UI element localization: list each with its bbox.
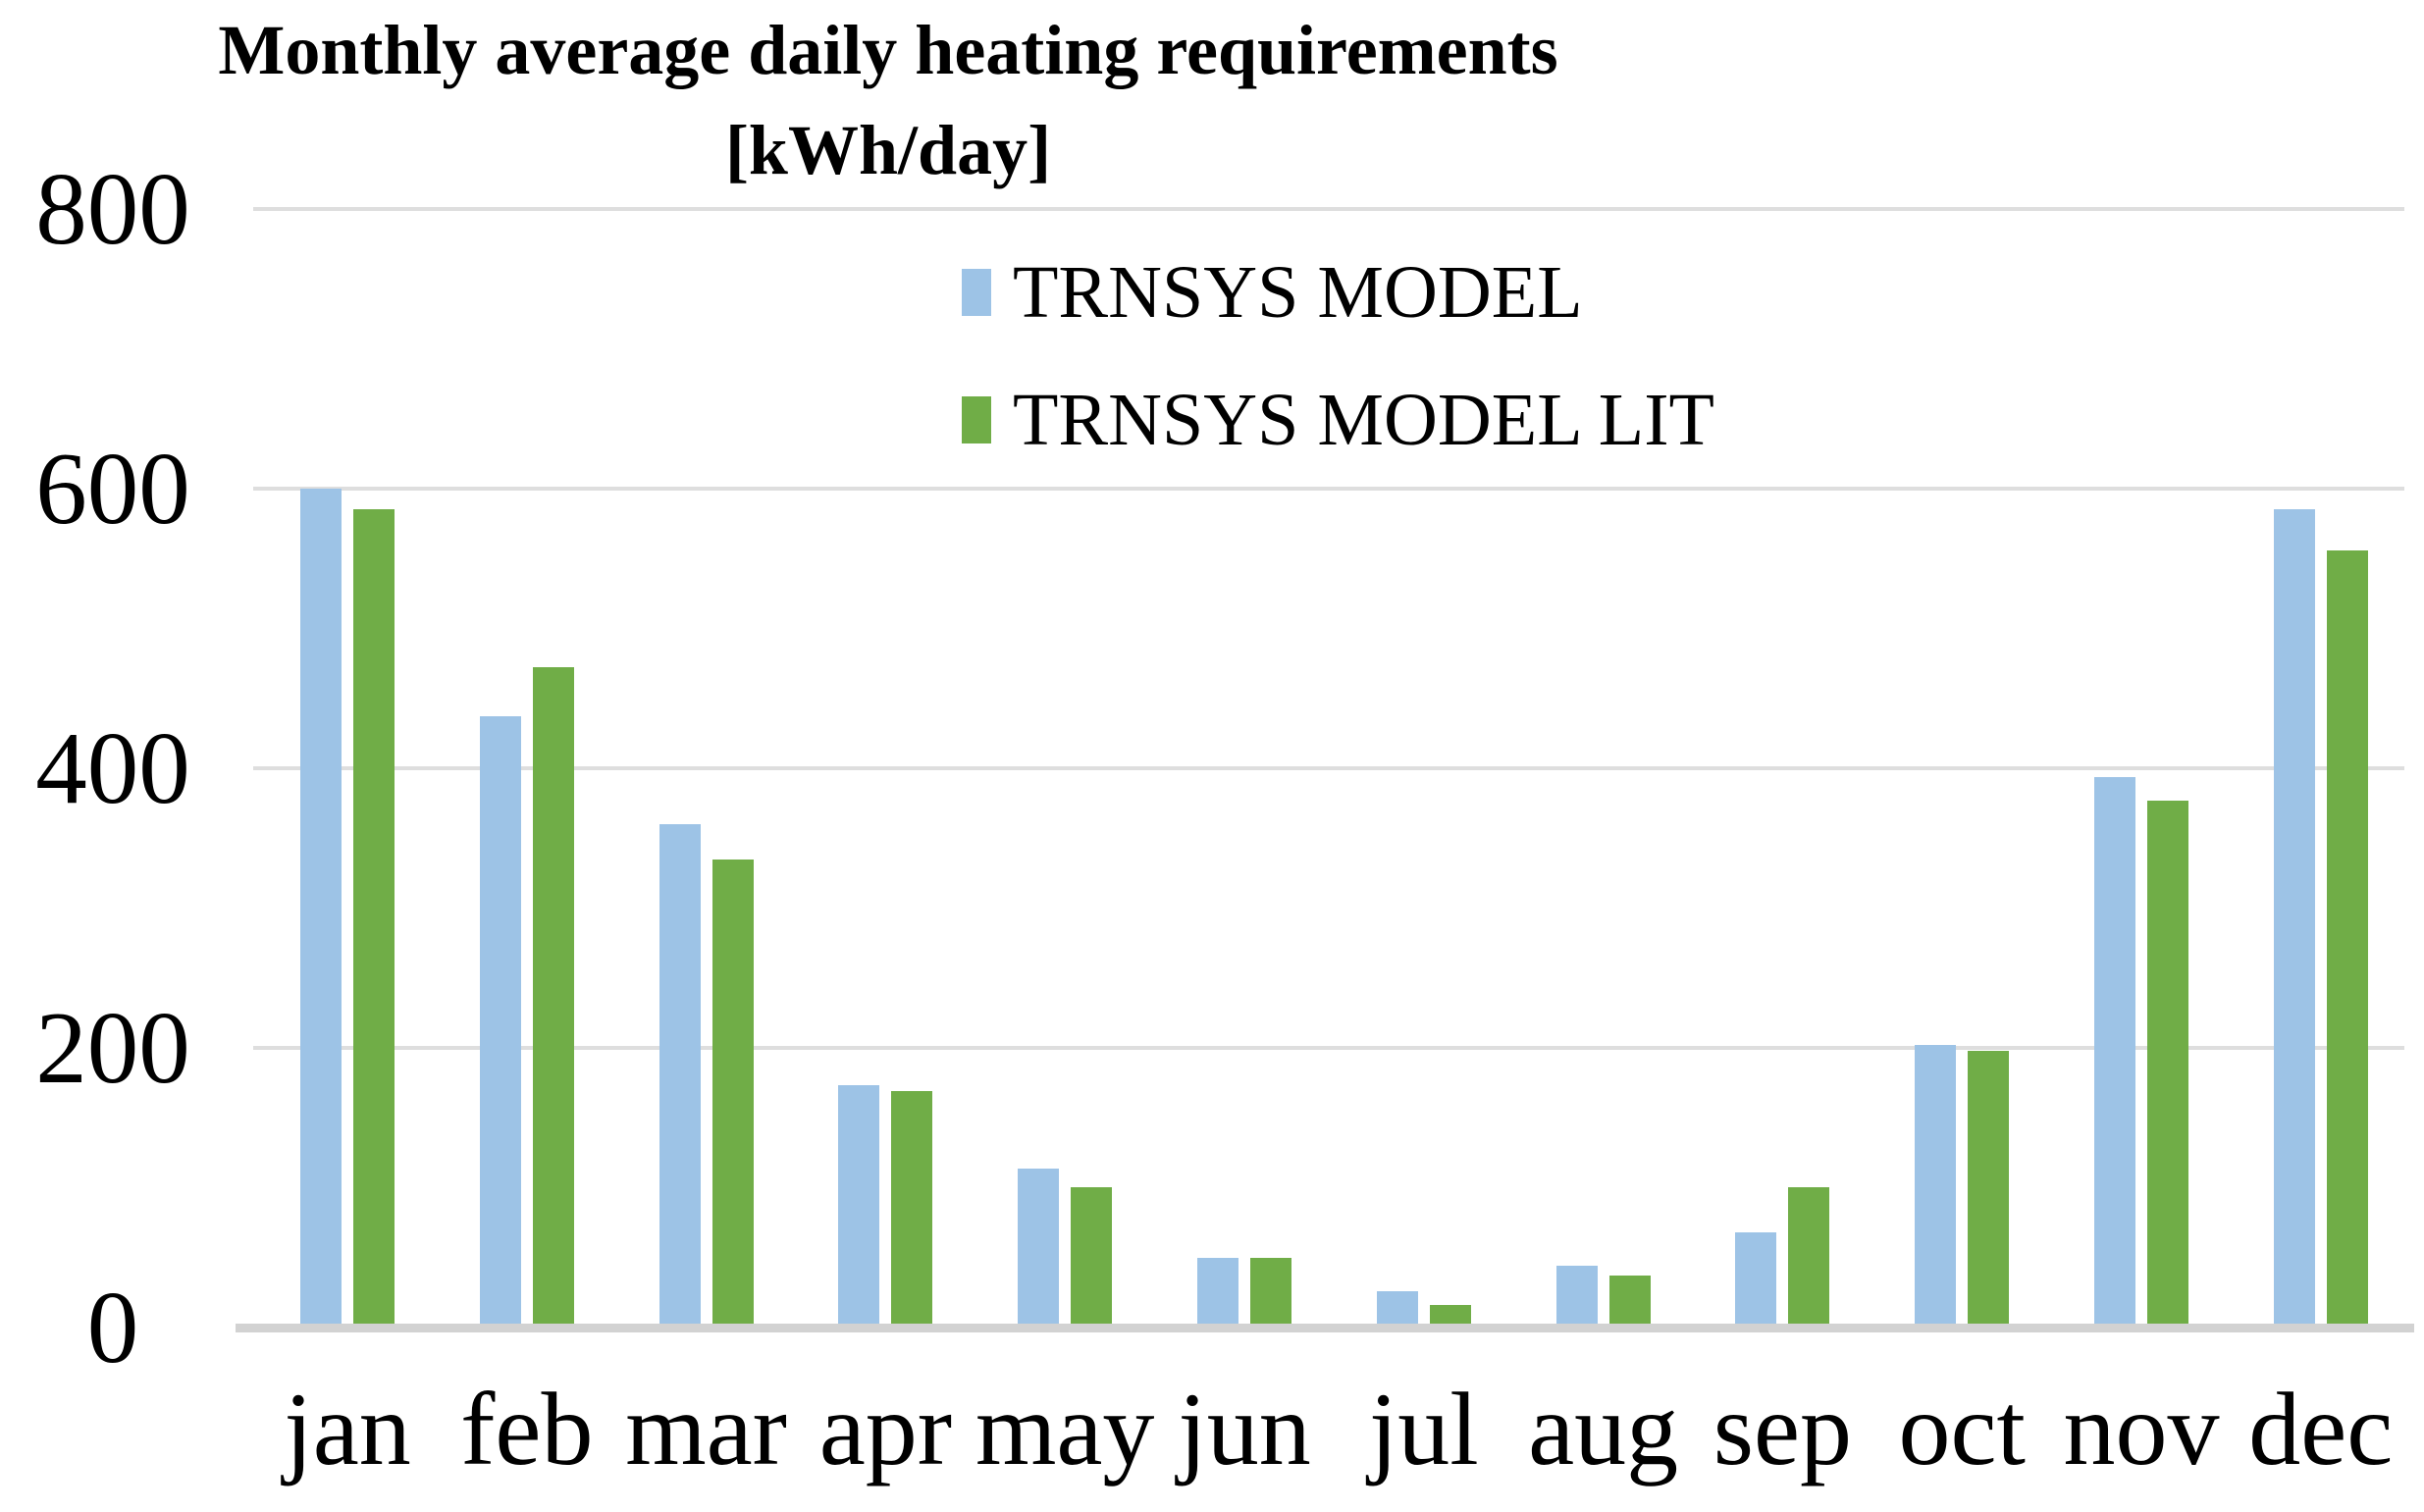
y-tick-label-800: 800: [35, 151, 190, 266]
x-tick-label-may: may: [975, 1372, 1155, 1486]
x-tick-label-oct: oct: [1898, 1372, 2026, 1486]
chart-title-line2: [kWh/day]: [724, 111, 1052, 189]
bar-sep-trnsys-model: [1735, 1232, 1777, 1328]
bar-apr-trnsys-model: [838, 1085, 880, 1328]
x-tick-label-feb: feb: [460, 1372, 594, 1486]
bar-aug-trnsys-model-lit: [1608, 1276, 1651, 1328]
y-tick-label-0: 0: [86, 1270, 139, 1384]
bar-mar-trnsys-model-lit: [711, 860, 754, 1328]
x-tick-label-jun: jun: [1178, 1372, 1311, 1486]
bar-apr-trnsys-model-lit: [891, 1091, 933, 1328]
x-tick-label-aug: aug: [1528, 1372, 1679, 1486]
y-gridline-800: [253, 207, 2404, 211]
bar-feb-trnsys-model-lit: [532, 667, 574, 1328]
legend: TRNSYS MODEL TRNSYS MODEL LIT: [962, 247, 1714, 465]
bar-oct-trnsys-model: [1915, 1045, 1957, 1328]
legend-item-trnsys-model-lit: TRNSYS MODEL LIT: [962, 375, 1714, 465]
legend-swatch-green: [962, 396, 991, 443]
bar-oct-trnsys-model-lit: [1968, 1051, 2010, 1328]
y-tick-label-400: 400: [35, 710, 190, 825]
x-tick-label-sep: sep: [1713, 1372, 1853, 1486]
legend-label-trnsys-model: TRNSYS MODEL: [1013, 250, 1583, 334]
bar-may-trnsys-model-lit: [1071, 1187, 1113, 1328]
bar-feb-trnsys-model: [479, 716, 521, 1328]
bar-jun-trnsys-model: [1197, 1258, 1238, 1328]
bar-may-trnsys-model: [1018, 1169, 1060, 1328]
x-tick-label-jan: jan: [284, 1372, 411, 1486]
y-tick-label-600: 600: [35, 431, 190, 546]
x-axis-line: [236, 1324, 2414, 1332]
x-tick-label-apr: apr: [818, 1372, 953, 1486]
x-tick-label-jul: jul: [1368, 1372, 1479, 1486]
y-gridline-200: [253, 1046, 2404, 1050]
bar-jul-trnsys-model: [1376, 1291, 1418, 1328]
bar-dec-trnsys-model: [2273, 509, 2315, 1328]
x-tick-label-mar: mar: [625, 1372, 787, 1486]
y-tick-label-200: 200: [35, 990, 190, 1105]
bar-jan-trnsys-model: [300, 489, 342, 1328]
bar-jun-trnsys-model-lit: [1250, 1258, 1291, 1328]
bar-dec-trnsys-model-lit: [2326, 550, 2368, 1328]
legend-swatch-blue: [962, 269, 991, 316]
bar-nov-trnsys-model-lit: [2147, 801, 2188, 1328]
y-gridline-400: [253, 766, 2404, 770]
bar-sep-trnsys-model-lit: [1788, 1187, 1830, 1328]
x-tick-label-nov: nov: [2063, 1372, 2220, 1486]
legend-item-trnsys-model: TRNSYS MODEL: [962, 247, 1714, 338]
bar-jul-trnsys-model-lit: [1429, 1305, 1471, 1328]
chart-title-line1: Monthly average daily heating requiremen…: [218, 11, 1558, 89]
chart-title: Monthly average daily heating requiremen…: [167, 0, 1609, 200]
bar-jan-trnsys-model-lit: [353, 509, 395, 1328]
bar-nov-trnsys-model: [2094, 777, 2135, 1328]
legend-label-trnsys-model-lit: TRNSYS MODEL LIT: [1013, 378, 1714, 461]
y-gridline-600: [253, 487, 2404, 491]
bar-mar-trnsys-model: [659, 824, 701, 1328]
bar-aug-trnsys-model: [1555, 1266, 1598, 1328]
x-tick-label-dec: dec: [2248, 1372, 2394, 1486]
